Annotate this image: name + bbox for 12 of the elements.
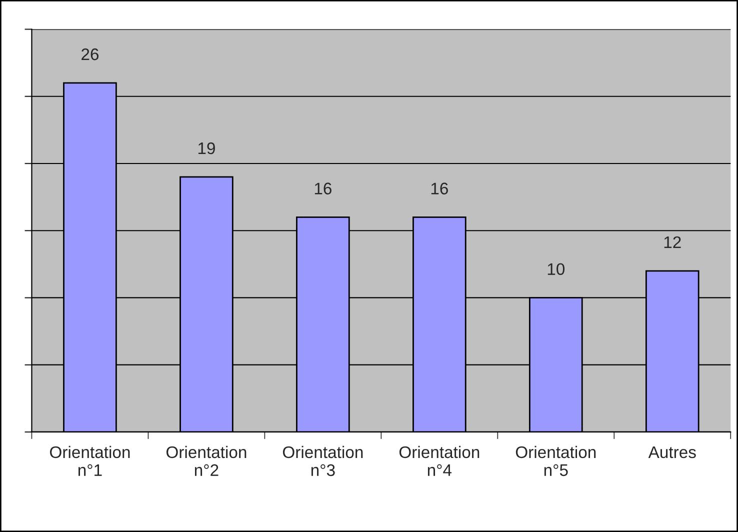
x-tick-label: Orientation n°5 [516,446,596,476]
data-label: 26 [82,48,99,60]
x-tick-label: Orientation n°1 [50,446,130,476]
data-label: 10 [548,263,565,276]
x-tick-label: Orientation n°4 [399,446,480,476]
data-label: 16 [314,182,332,194]
data-label: 19 [198,142,215,154]
x-tick-label: Orientation n°2 [166,446,246,476]
data-label: 12 [664,236,681,248]
x-tick-label: Orientation n°3 [282,446,363,476]
data-label: 16 [431,182,448,194]
x-tick-label: Autres [648,446,696,458]
